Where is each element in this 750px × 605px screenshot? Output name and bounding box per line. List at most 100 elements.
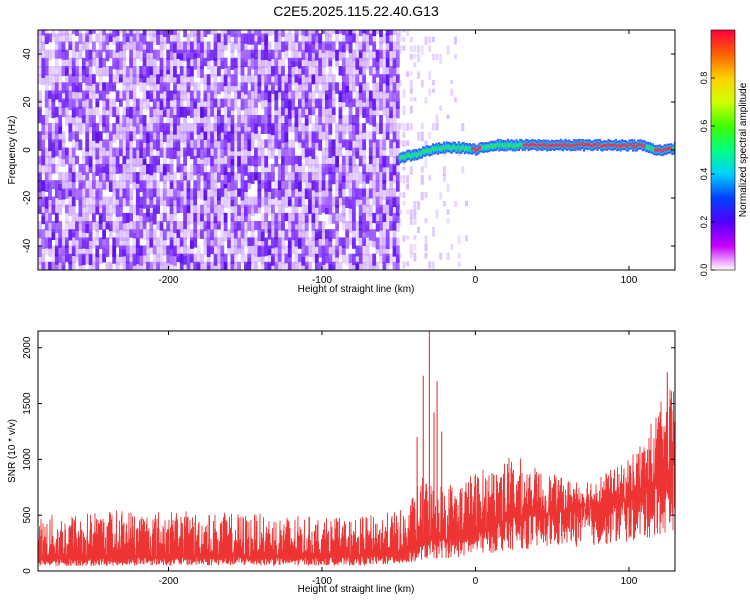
spectrogram-cell (244, 33, 248, 44)
spectrogram-cell (38, 172, 42, 182)
spectrogram-cell (75, 245, 79, 257)
spectrogram-cell (190, 229, 194, 241)
spectrogram-cell (365, 196, 370, 207)
spectrogram-cell (132, 66, 137, 77)
spectrogram-cell (119, 49, 123, 61)
spectrogram-cell (44, 115, 49, 126)
spectrogram-cell (365, 57, 370, 70)
spectrogram-cell (395, 204, 400, 216)
spectrogram-cell (372, 41, 377, 52)
spectrogram-cell (115, 90, 120, 102)
spectrogram-cell (389, 196, 393, 208)
spectrogram-cell (112, 155, 117, 167)
spectrogram-cell (244, 155, 248, 166)
spectrogram-cell (190, 90, 194, 101)
spectrogram-cell (129, 33, 133, 44)
spectrogram-cell (51, 163, 56, 174)
signal-band-core (598, 142, 602, 146)
spectrogram-cell (264, 188, 269, 198)
signal-band-core (581, 142, 584, 146)
spectrogram-cell (81, 196, 86, 208)
spectrogram-cell (48, 188, 52, 200)
spectrogram-cell (95, 163, 100, 176)
spectrogram-cell (298, 90, 302, 101)
spectrogram-cell (314, 212, 319, 222)
spectrogram-cell (409, 123, 413, 131)
spectrogram-cell (362, 245, 366, 257)
spectrogram-cell (186, 123, 191, 132)
spectrogram-cell (142, 33, 147, 45)
spectrogram-cell (230, 188, 235, 200)
spectrogram-cell (58, 90, 63, 103)
spectrogram-cell (169, 180, 174, 189)
spectrogram-cell (78, 106, 83, 118)
spectrogram-cell (382, 221, 387, 230)
spectrogram-cell (186, 33, 191, 45)
spectrogram-cell (210, 188, 214, 201)
spectrogram-cell (95, 49, 100, 58)
spectrogram-cell (217, 188, 221, 201)
spectrogram-cell (379, 139, 383, 149)
spectrogram-cell (206, 245, 211, 257)
spectrogram-cell (88, 237, 93, 249)
spectrogram-cell (304, 74, 309, 85)
spectrogram-cell (247, 204, 252, 214)
signal-band-core (521, 144, 524, 148)
spectrogram-cell (424, 97, 428, 104)
spectrogram-cell (314, 155, 319, 168)
spectrogram-cell (149, 172, 154, 182)
spectrogram-cell (102, 57, 106, 67)
spectrogram-cell (95, 139, 100, 151)
spectrogram-cell (382, 131, 387, 141)
spectrogram-cell (348, 221, 353, 233)
spectrogram-cell (428, 71, 432, 81)
spectrogram-cell (135, 147, 140, 156)
spectrogram-cell (190, 30, 194, 38)
spectrogram-cell (420, 79, 424, 88)
spectrogram-cell (54, 131, 59, 143)
spectrogram-cell (183, 180, 187, 189)
spectrogram-cell (210, 261, 214, 270)
spectrogram-cell (284, 74, 289, 84)
spectrogram-cell (335, 33, 339, 43)
spectrogram-cell (203, 98, 208, 110)
spectrogram-cell (348, 49, 353, 59)
signal-band-core (657, 148, 660, 152)
spectrogram-cell (362, 139, 366, 151)
spectrogram-cell (291, 74, 296, 86)
signal-band-core (656, 148, 659, 152)
signal-band-core (566, 143, 570, 147)
spectrogram-cell (413, 97, 417, 102)
spectrogram-cell (200, 204, 204, 214)
signal-band-core (498, 144, 501, 149)
spectrogram-cell (179, 180, 184, 192)
spectrogram-cell (190, 147, 194, 160)
spectrogram-cell (301, 212, 306, 225)
signal-band-core (496, 142, 500, 146)
spectrogram-cell (358, 188, 363, 200)
signal-band-core (417, 152, 420, 157)
spectrogram-cell (159, 147, 164, 158)
spectrogram-cell (362, 98, 366, 110)
signal-band-core (571, 144, 575, 148)
spectrogram-cell (203, 123, 208, 132)
spectrogram-cell (348, 172, 353, 184)
spectrogram-cell (95, 261, 100, 270)
spectrogram-cell (385, 155, 390, 168)
spectrogram-cell (166, 172, 171, 182)
spectrogram-cell (398, 36, 402, 42)
spectrogram-cell (142, 212, 147, 225)
spectrogram-cell (385, 49, 390, 59)
spectrogram-cell (314, 237, 319, 247)
spectrogram-cell (65, 155, 69, 165)
spectrogram-cell (372, 57, 377, 68)
spectrogram-cell (38, 57, 42, 68)
spectrogram-cell (358, 221, 363, 231)
spectrogram-cell (291, 66, 296, 78)
spectrogram-cell (176, 123, 181, 132)
spectrogram-cell (301, 131, 306, 142)
spectrogram-cell (179, 41, 184, 54)
spectrogram-cell (240, 115, 245, 128)
spectrogram-cell (331, 115, 336, 124)
spectrogram-cell (132, 49, 137, 61)
